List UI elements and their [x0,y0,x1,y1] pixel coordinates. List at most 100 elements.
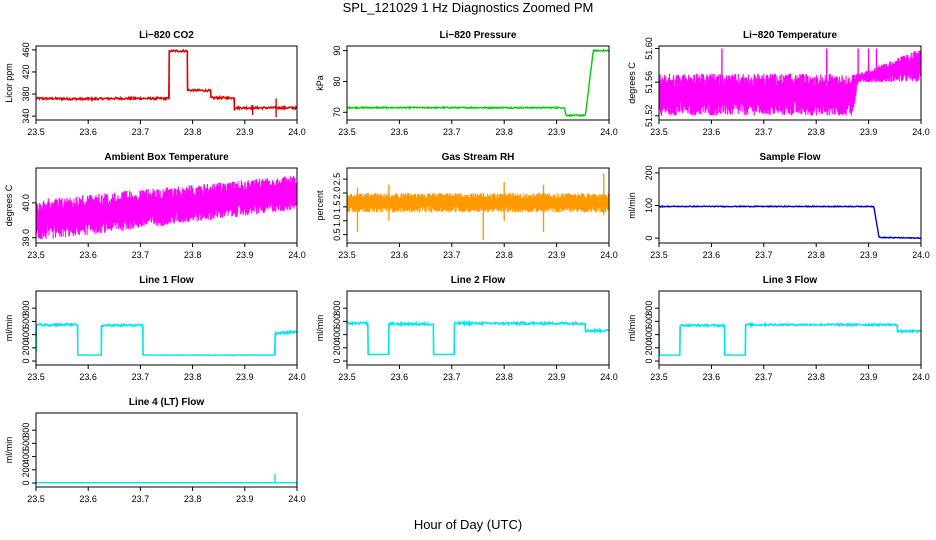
plot-area [36,321,297,357]
y-axis-label: degrees C [4,184,14,226]
panel-title: Line 1 Flow [139,275,194,286]
x-tick-label: 23.7 [132,372,150,382]
x-tick-label: 23.8 [807,250,825,260]
x-tick-label: 23.9 [236,494,254,504]
x-tick-label: 23.7 [443,250,461,260]
x-tick-label: 23.9 [860,127,878,137]
y-tick-label: 200 [644,165,654,180]
x-tick-label: 23.9 [236,250,254,260]
chart-panel-6: Sample Flow 23.5 23.6 23.7 23.8 23.9 24.0 0 100 2… [627,152,930,260]
x-tick-label: 24.0 [912,127,930,137]
y-tick-label: 200 [21,340,31,355]
x-tick-label: 23.9 [860,372,878,382]
y-tick-label: 51.52 [644,105,654,128]
plot-area [659,48,921,116]
x-tick-label: 24.0 [288,494,306,504]
x-tick-label: 23.7 [755,127,773,137]
y-tick-label: 0 [21,359,31,364]
plot-area [347,48,609,118]
y-tick-label: 51.60 [644,37,654,60]
y-tick-label: 2.0 [332,187,342,200]
y-tick-label: 0 [332,359,342,364]
x-tick-label: 23.7 [132,494,150,504]
plot-frame [346,45,610,121]
x-tick-label: 23.8 [807,372,825,382]
x-tick-label: 24.0 [288,127,306,137]
y-tick-label: 400 [644,327,654,342]
data-series-line [347,48,609,118]
plot-frame [346,167,610,244]
y-tick-label: 39.0 [21,229,31,247]
x-tick-label: 24.0 [912,250,930,260]
x-tick-label: 23.5 [27,127,45,137]
y-tick-label: 100 [644,198,654,213]
x-tick-label: 24.0 [600,127,618,137]
plot-area [36,473,297,484]
x-tick-label: 23.9 [548,250,566,260]
data-series-line [659,321,921,357]
panel-title: Li−820 Temperature [743,30,837,41]
panel-title: Li−820 Pressure [440,30,517,41]
x-tick-label: 23.8 [495,250,513,260]
y-tick-label: 200 [21,462,31,477]
chart-panel-4: Ambient Box Temperature 23.5 23.6 23.7 23.8 2… [4,152,306,260]
plot-frame [35,167,298,244]
x-tick-label: 23.5 [650,250,668,260]
chart-panel-7: Line 1 Flow 23.5 23.6 23.7 23.8 23.9 24.0 0 2004… [4,275,306,382]
plot-frame [658,167,922,244]
panel-title: Li−820 CO2 [139,30,194,41]
chart-panel-1: Li−820 CO2 23.5 23.6 23.7 23.8 23.9 24.0 340 380… [4,30,306,137]
x-tick-label: 23.8 [184,494,202,504]
data-series-line [659,205,921,240]
data-series-band [347,193,609,213]
x-tick-label: 23.6 [79,494,97,504]
x-tick-label: 23.5 [338,250,356,260]
x-tick-label: 24.0 [600,372,618,382]
y-tick-label: 800 [21,301,31,316]
x-tick-label: 23.5 [338,127,356,137]
y-tick-label: 1.0 [332,215,342,228]
x-tick-label: 24.0 [288,372,306,382]
y-axis-label: ml/min [315,315,325,342]
x-tick-label: 23.6 [703,372,721,382]
x-tick-label: 23.8 [184,250,202,260]
y-tick-label: 200 [332,340,342,355]
plot-area [36,48,297,118]
x-tick-label: 23.6 [703,250,721,260]
x-tick-label: 23.5 [338,372,356,382]
plot-area [347,173,609,241]
y-axis-label: ml/min [627,315,637,342]
y-tick-label: 800 [332,301,342,316]
x-tick-label: 24.0 [912,372,930,382]
y-tick-label: 600 [21,314,31,329]
x-tick-label: 23.6 [79,127,97,137]
data-series-band [36,175,297,240]
y-tick-label: 200 [644,340,654,355]
panel-title: Ambient Box Temperature [104,152,229,163]
plot-frame [35,412,298,488]
x-tick-label: 23.8 [184,372,202,382]
x-tick-label: 23.7 [755,250,773,260]
plot-frame [346,290,610,366]
x-tick-label: 23.6 [79,250,97,260]
y-tick-label: 800 [21,423,31,438]
y-tick-label: 800 [644,301,654,316]
plot-area [659,205,921,240]
y-tick-label: 70 [332,107,342,117]
plot-area [36,175,297,240]
plot-area [659,321,921,357]
y-axis-label: degrees C [627,62,637,104]
y-axis-label: ml/min [627,192,637,219]
chart-panel-9: Line 3 Flow 23.5 23.6 23.7 23.8 23.9 24.0 0 2004… [627,275,930,382]
y-tick-label: 380 [21,87,31,102]
y-tick-label: 600 [332,314,342,329]
y-axis-label: Licor ppm [4,63,14,103]
x-tick-label: 23.6 [391,372,409,382]
y-tick-label: 0 [21,481,31,486]
x-tick-label: 23.6 [391,250,409,260]
y-axis-label: percent [315,190,325,221]
y-tick-label: 400 [21,327,31,342]
y-tick-label: 0 [644,359,654,364]
y-tick-label: 1.5 [332,201,342,214]
y-tick-label: 40.0 [21,194,31,212]
